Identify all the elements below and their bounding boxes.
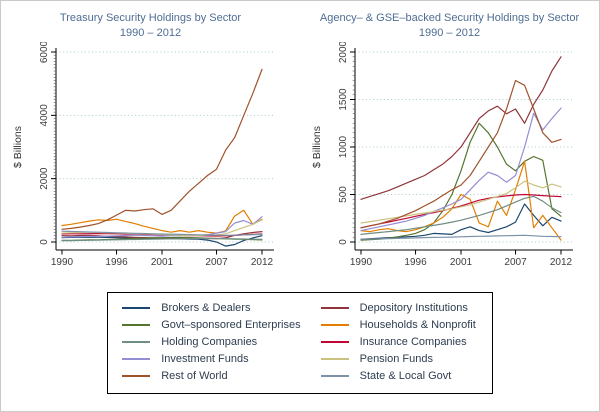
- agency-title-line1: Agency– & GSE–backed Security Holdings b…: [319, 12, 580, 24]
- legend-label-households-nonprofit: Households & Nonprofit: [359, 319, 476, 332]
- legend-item-households-nonprofit: Households & Nonprofit: [320, 319, 476, 332]
- y-tick-label: 0: [338, 238, 349, 244]
- x-tick-label: 1990: [51, 257, 74, 268]
- y-tick-label: 0: [39, 238, 50, 244]
- legend-swatch-rest-of-world: [122, 375, 151, 378]
- legend-label-investment-funds: Investment Funds: [161, 353, 249, 366]
- legend-label-rest-of-world: Rest of World: [161, 370, 228, 383]
- series-line-holding-companies: [360, 195, 562, 235]
- legend-swatch-brokers-dealers: [122, 307, 151, 310]
- legend-box: Brokers & Dealers Govt–sponsored Enterpri…: [107, 291, 493, 394]
- x-tick-label: 2012: [550, 257, 573, 268]
- y-tick-label: 1500: [338, 88, 349, 111]
- legend-swatch-depository-institutions: [320, 307, 349, 310]
- legend-item-investment-funds: Investment Funds: [122, 353, 300, 366]
- legend-swatch-holding-companies: [122, 341, 151, 344]
- y-axis-title: $ Billions: [311, 126, 323, 168]
- legend-swatch-insurance-companies: [320, 341, 349, 344]
- legend-label-insurance-companies: Insurance Companies: [359, 336, 467, 349]
- legend-swatch-investment-funds: [122, 358, 151, 361]
- legend-item-brokers-dealers: Brokers & Dealers: [122, 302, 300, 315]
- series-line-rest-of-world: [61, 68, 263, 230]
- x-tick-label: 1996: [105, 257, 128, 268]
- legend-label-holding-companies: Holding Companies: [161, 336, 258, 349]
- series-line-holding-companies: [61, 237, 263, 241]
- legend-swatch-pension-funds: [320, 358, 349, 361]
- legend-item-rest-of-world: Rest of World: [122, 370, 300, 383]
- legend-label-brokers-dealers: Brokers & Dealers: [161, 302, 251, 315]
- legend-swatch-state-local-govt: [320, 375, 349, 378]
- legend-label-govt-sponsored-enterprises: Govt–sponsored Enterprises: [161, 319, 301, 332]
- series-line-rest-of-world: [360, 79, 562, 229]
- treasury-chart-title: Treasury Security Holdings by Sector 199…: [4, 11, 297, 41]
- x-tick-label: 2001: [450, 257, 473, 268]
- series-line-insurance-companies: [360, 193, 562, 229]
- agency-plot: 0 500 1000 1500 2000 1990 1996 2001 2007 2012 $ Bi…: [311, 42, 573, 268]
- x-tick-label: 2007: [205, 257, 228, 268]
- legend-item-depository-institutions: Depository Institutions: [320, 302, 476, 315]
- agency-chart-title: Agency– & GSE–backed Security Holdings b…: [303, 11, 596, 41]
- y-tick-label: 500: [338, 185, 349, 202]
- x-tick-label: 2007: [504, 257, 527, 268]
- y-axis-title: $ Billions: [12, 126, 24, 168]
- x-tick-label: 1990: [350, 257, 373, 268]
- x-tick-label: 1996: [404, 257, 427, 268]
- agency-chart-panel: Agency– & GSE–backed Security Holdings b…: [303, 6, 596, 270]
- y-tick-label: 2000: [39, 167, 50, 190]
- legend-column-2: Depository Institutions Households & Nonp…: [320, 302, 476, 383]
- series-line-pension-funds: [360, 180, 562, 224]
- charts-row: Treasury Security Holdings by Sector 199…: [1, 6, 599, 270]
- y-tick-label: 6000: [39, 42, 50, 63]
- series-line-govt-sponsored-enterprises: [360, 122, 562, 241]
- legend-label-pension-funds: Pension Funds: [359, 353, 433, 366]
- legend-item-govt-sponsored-enterprises: Govt–sponsored Enterprises: [122, 319, 301, 332]
- treasury-chart-panel: Treasury Security Holdings by Sector 199…: [4, 6, 297, 270]
- series-line-investment-funds: [61, 215, 263, 238]
- treasury-title-line2: 1990 – 2012: [119, 26, 182, 39]
- agency-title-line2: 1990 – 2012: [418, 26, 481, 39]
- legend-item-pension-funds: Pension Funds: [320, 353, 476, 366]
- legend-swatch-households-nonprofit: [320, 324, 349, 327]
- legend-label-state-local-govt: State & Local Govt: [359, 370, 452, 383]
- x-tick-label: 2012: [251, 257, 274, 268]
- legend-label-depository-institutions: Depository Institutions: [359, 302, 468, 315]
- legend-item-insurance-companies: Insurance Companies: [320, 336, 476, 349]
- legend-item-state-local-govt: State & Local Govt: [320, 370, 476, 383]
- legend-wrap: Brokers & Dealers Govt–sponsored Enterpri…: [1, 291, 599, 394]
- series-line-investment-funds: [360, 107, 562, 231]
- y-tick-label: 4000: [39, 103, 50, 126]
- treasury-plot: 0 2000 4000 6000 1990 1996 2001 2007 2012 $ Billi…: [12, 42, 274, 268]
- legend-column-1: Brokers & Dealers Govt–sponsored Enterpri…: [122, 302, 301, 383]
- treasury-title-line1: Treasury Security Holdings by Sector: [59, 12, 242, 24]
- series-line-state-local-govt: [61, 230, 263, 236]
- series-line-households-nonprofit: [360, 160, 562, 241]
- legend-item-holding-companies: Holding Companies: [122, 336, 300, 349]
- y-tick-label: 1000: [338, 135, 349, 158]
- x-tick-label: 2001: [151, 257, 174, 268]
- legend-swatch-govt-sponsored-enterprises: [122, 324, 151, 327]
- series-line-depository-institutions: [360, 55, 562, 200]
- series-line-state-local-govt: [360, 234, 562, 240]
- y-tick-label: 2000: [338, 42, 349, 63]
- series-line-households-nonprofit: [61, 209, 263, 234]
